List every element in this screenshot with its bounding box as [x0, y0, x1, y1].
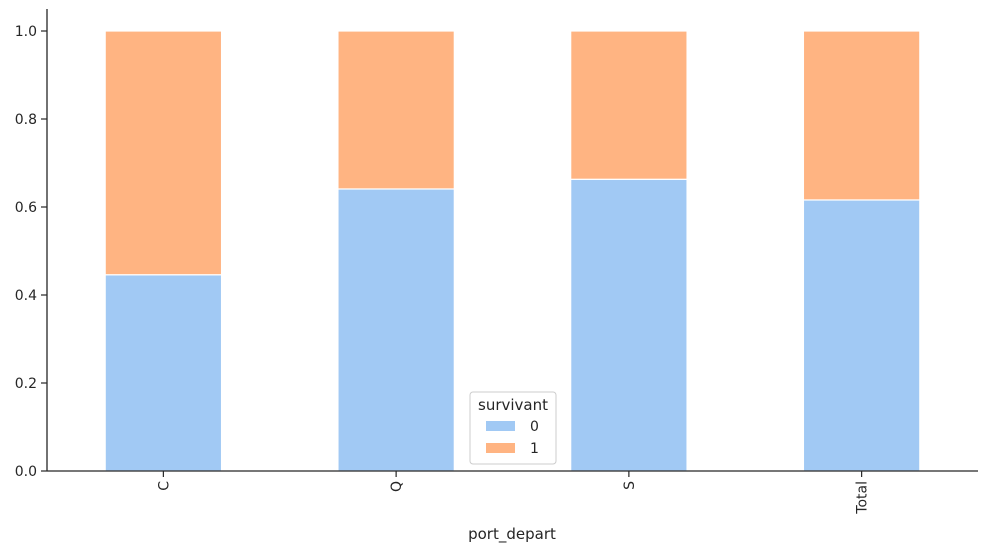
bar-s-series-1 [570, 30, 688, 180]
legend-swatch-0 [486, 421, 515, 431]
y-ticks: 0.0 0.2 0.4 0.6 0.8 1.0 [15, 24, 47, 480]
bar-c-series-1 [104, 30, 223, 276]
bar-q-series-0 [337, 188, 455, 472]
legend: survivant 01 [469, 391, 557, 465]
legend-items: 01 [486, 419, 539, 457]
bars-group [104, 30, 921, 472]
x-tick-label: Total [855, 481, 871, 515]
y-tick-label: 0.4 [15, 288, 37, 304]
bar-q-series-1 [337, 30, 455, 190]
bar-s-series-0 [570, 178, 688, 472]
axes-group [46, 9, 978, 472]
legend-swatch-1 [486, 443, 515, 453]
y-tick-label: 0.6 [15, 200, 37, 216]
y-tick-label: 1.0 [15, 24, 37, 40]
x-tick-label: Q [389, 481, 405, 492]
y-tick-label: 0.8 [15, 112, 37, 128]
bar-c-series-0 [104, 274, 223, 472]
legend-title: survivant [478, 396, 548, 414]
x-tick-label: C [156, 481, 172, 491]
x-tick-label: S [622, 481, 638, 490]
bar-total-series-0 [802, 199, 921, 472]
y-tick-label: 0.2 [15, 376, 37, 392]
x-ticks: C Q S Total [156, 471, 871, 515]
y-tick-label: 0.0 [15, 464, 37, 480]
x-axis-title: port_depart [468, 525, 556, 544]
legend-label-0: 0 [530, 419, 539, 435]
bar-total-series-1 [802, 30, 921, 201]
legend-label-1: 1 [530, 441, 539, 457]
